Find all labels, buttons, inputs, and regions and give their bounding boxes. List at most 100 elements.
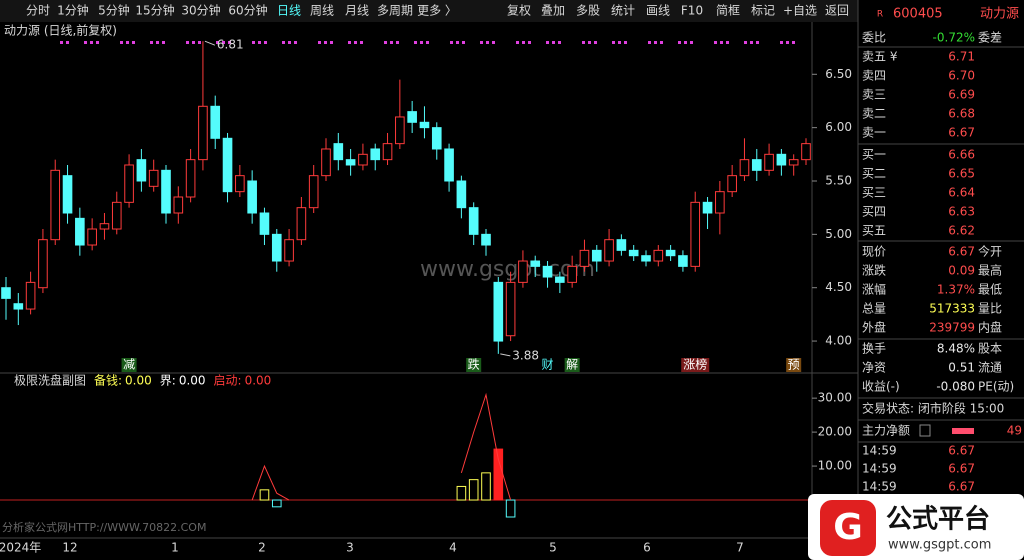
candle-body	[136, 159, 147, 182]
signal-dot	[258, 41, 261, 44]
x-label: 1	[171, 541, 179, 555]
logo-glyph: G	[833, 507, 863, 548]
candle-body	[518, 260, 528, 283]
toolbar-tab[interactable]: 5分钟	[98, 3, 130, 18]
sell-label: 卖一	[862, 126, 886, 140]
signal-dot	[714, 41, 717, 44]
event-tag[interactable]: 解	[566, 358, 578, 372]
toolbar-button[interactable]: 简框	[716, 4, 740, 18]
low-label: 3.88	[512, 348, 539, 362]
y-tick-label: 4.00	[825, 334, 852, 348]
stat-label2: 流通	[978, 361, 1002, 375]
stock-code: 600405	[893, 7, 943, 22]
stat-value: 8.48%	[937, 342, 975, 356]
toolbar-button[interactable]: 画线	[646, 4, 670, 18]
event-tag[interactable]: 涨榜	[683, 357, 707, 372]
cyan-bar	[271, 499, 282, 508]
event-tag-bg	[121, 358, 137, 372]
signal-dot	[690, 41, 693, 44]
logo: G 公式平台 www.gsgpt.com	[808, 494, 1024, 560]
toolbar-tab[interactable]: 30分钟	[181, 3, 220, 18]
toolbar-button[interactable]: 返回	[825, 4, 849, 18]
toolbar-tab[interactable]: 日线	[277, 4, 301, 18]
candle-body	[358, 153, 368, 166]
candle-body	[751, 159, 762, 171]
candle-body	[148, 169, 159, 187]
signal-dot	[60, 41, 63, 44]
toolbar-button[interactable]: 标记	[751, 4, 775, 18]
candle-body	[505, 281, 516, 337]
toolbar-tab[interactable]: 60分钟	[228, 3, 267, 18]
stat-label: 收益(-)	[862, 380, 900, 394]
buy-price: 6.65	[948, 167, 975, 181]
toolbar-tab[interactable]: 周线	[310, 4, 334, 18]
candle-body	[776, 153, 787, 166]
toolbar-tab[interactable]: 15分钟	[135, 3, 174, 18]
signal-dot	[678, 41, 681, 44]
main-flow-label: 主力净额	[862, 424, 910, 438]
stat-label: 现价	[862, 245, 886, 259]
signal-dot	[150, 41, 153, 44]
signal-dot	[660, 41, 663, 44]
candle-body	[321, 148, 331, 177]
event-tag[interactable]: 财	[542, 358, 554, 372]
stat-value: 0.51	[948, 361, 975, 375]
toolbar-button[interactable]: 多股	[576, 4, 600, 18]
signal-dot	[90, 41, 93, 44]
signal-dot	[264, 41, 267, 44]
signal-dot	[330, 41, 333, 44]
toolbar-tab[interactable]: 更多 〉	[417, 4, 457, 18]
candle-body	[235, 175, 245, 193]
stat-label2: PE(动)	[978, 380, 1014, 394]
stat-label2: 股本	[978, 342, 1002, 356]
buy-label: 买五	[862, 224, 886, 238]
ratio-label2: 委差	[978, 31, 1002, 45]
curve	[251, 464, 290, 501]
candle-body	[665, 249, 676, 257]
toolbar-tab[interactable]: 分时	[26, 4, 50, 18]
signal-dot	[126, 41, 129, 44]
candle-body	[715, 191, 725, 214]
signal-dot	[594, 41, 597, 44]
candle-body	[456, 180, 467, 209]
toolbar-button[interactable]: F10	[681, 4, 703, 18]
event-tag[interactable]: 预	[788, 358, 800, 372]
toolbar-button[interactable]: 叠加	[541, 4, 565, 18]
signal-dot	[786, 41, 789, 44]
chart-header: 动力源 (日线,前复权)	[4, 23, 117, 38]
candle-body	[382, 143, 393, 161]
toolbar-button[interactable]: +自选	[783, 4, 817, 18]
y-tick-label: 10.00	[818, 459, 852, 473]
stat-value: 0.09	[948, 264, 975, 278]
toolbar-tab[interactable]: 多周期	[377, 4, 413, 18]
candle-body	[50, 169, 61, 241]
event-tag-bg	[466, 358, 482, 372]
toolbar-button[interactable]: 复权	[507, 4, 531, 18]
candle-body	[161, 169, 171, 214]
signal-dot	[186, 41, 189, 44]
event-tag[interactable]: 减	[123, 358, 135, 372]
signal-dot	[528, 41, 531, 44]
candle-body	[284, 239, 294, 262]
signal-dot	[198, 41, 201, 44]
candle-body	[678, 255, 688, 267]
toolbar-tab[interactable]: 月线	[345, 4, 369, 18]
x-label: 2024年	[0, 541, 41, 555]
stat-label: 外盘	[862, 320, 886, 335]
candle-body	[431, 127, 442, 150]
tick-price: 6.67	[948, 480, 975, 494]
candle-body	[198, 105, 208, 161]
buy-price: 6.62	[948, 224, 975, 238]
signal-dot	[588, 41, 591, 44]
candle-body	[271, 233, 282, 262]
candle-body	[641, 255, 651, 262]
candle-body	[764, 153, 774, 171]
toolbar-button[interactable]: 统计	[611, 4, 635, 18]
toolbar-tab[interactable]: 1分钟	[57, 3, 89, 18]
event-tag[interactable]: 跌	[468, 357, 480, 372]
event-tag-bg	[564, 358, 580, 372]
candle-body	[407, 111, 417, 123]
tick-time: 14:59	[862, 480, 897, 494]
x-label: 3	[346, 541, 354, 555]
signal-dot	[624, 41, 627, 44]
